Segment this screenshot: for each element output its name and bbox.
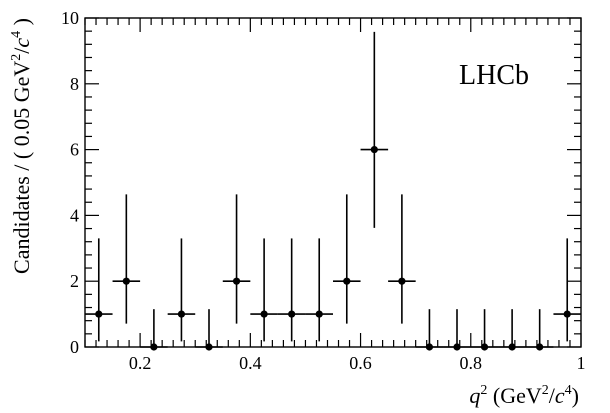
data-point — [122, 277, 130, 285]
data-point — [288, 310, 296, 318]
data-point — [95, 310, 103, 318]
data-point — [398, 277, 406, 285]
x-tick-label: 0.2 — [129, 353, 152, 373]
y-tick-label: 2 — [70, 271, 79, 291]
data-point — [425, 343, 434, 351]
x-tick-label: 1 — [577, 353, 586, 373]
data-point — [370, 146, 378, 154]
data-marks — [85, 31, 581, 351]
y-tick-label: 6 — [70, 140, 79, 160]
lhcb-label: LHCb — [459, 60, 529, 91]
data-point — [260, 310, 268, 318]
data-point — [480, 343, 489, 351]
data-point — [536, 343, 544, 351]
x-axis-label: q2 (GeV2/c4) — [469, 383, 579, 408]
x-tick-label: 0.4 — [239, 353, 262, 373]
data-point — [453, 343, 461, 351]
y-tick-label: 0 — [70, 337, 79, 357]
data-point — [205, 343, 213, 351]
data-point — [315, 310, 323, 318]
data-point — [508, 343, 516, 351]
data-point — [150, 343, 158, 351]
x-tick-label: 0.8 — [460, 353, 483, 373]
y-tick-label: 4 — [70, 205, 79, 225]
y-tick-label: 8 — [70, 74, 79, 94]
data-point — [232, 277, 241, 285]
data-point — [177, 310, 186, 318]
y-tick-label: 10 — [61, 8, 79, 28]
y-axis-label: Candidates / ( 0.05 GeV2/c4 ) — [9, 18, 34, 274]
data-point — [343, 277, 351, 285]
x-tick-label: 0.6 — [349, 353, 372, 373]
data-point — [563, 310, 571, 318]
plot-frame — [84, 17, 582, 348]
